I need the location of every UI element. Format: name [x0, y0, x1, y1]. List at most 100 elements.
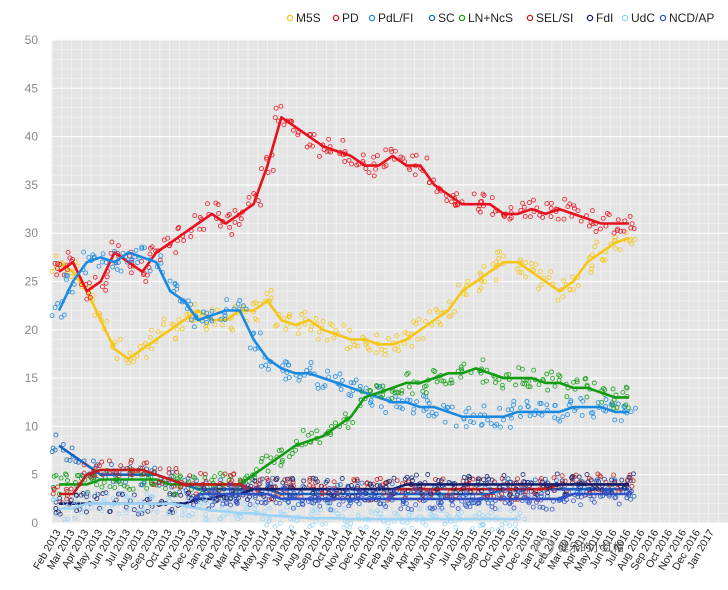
data-point [140, 471, 146, 477]
data-point [623, 402, 629, 408]
data-point [83, 270, 89, 276]
data-point [126, 360, 132, 366]
data-point [300, 502, 306, 508]
data-point [328, 507, 334, 513]
data-point [315, 382, 320, 388]
data-point [49, 268, 55, 274]
data-point [398, 506, 404, 512]
data-point [124, 259, 130, 265]
data-point [616, 501, 622, 507]
data-point [463, 424, 469, 430]
data-point [90, 458, 96, 464]
data-point [608, 402, 614, 408]
legend-item-udc: UdC [621, 11, 655, 25]
data-point [627, 213, 633, 219]
data-point [265, 482, 271, 488]
data-point [455, 511, 461, 517]
data-point [588, 270, 594, 275]
legend-item-ncd-ap: NCD/AP [659, 11, 714, 25]
data-point [569, 474, 575, 479]
y-tick-label: 30 [25, 226, 39, 240]
data-point [518, 490, 524, 496]
data-point [601, 487, 607, 493]
data-point [519, 269, 524, 275]
data-point [244, 496, 250, 502]
data-point [583, 376, 589, 381]
data-point [628, 409, 634, 415]
data-point [589, 266, 595, 272]
data-point [488, 421, 494, 427]
legend-label: M5S [296, 11, 321, 25]
data-point [55, 484, 61, 490]
data-point [602, 387, 608, 393]
data-point [103, 491, 109, 497]
data-point [112, 485, 118, 491]
data-point [188, 486, 194, 492]
data-point [432, 505, 438, 511]
data-point [442, 419, 448, 425]
data-point [76, 500, 82, 506]
data-point [307, 523, 313, 529]
data-point [615, 217, 621, 223]
data-point [325, 368, 330, 374]
data-point [525, 384, 531, 390]
data-point [346, 157, 352, 163]
data-point [425, 506, 430, 512]
data-point [161, 237, 167, 243]
data-point [333, 420, 338, 426]
data-point [286, 314, 292, 320]
data-point [508, 205, 514, 211]
legend-marker [586, 14, 594, 22]
data-point [64, 457, 70, 463]
data-point [377, 501, 383, 507]
data-point [527, 413, 533, 419]
data-point [389, 395, 395, 401]
data-point [411, 406, 417, 412]
data-point [357, 526, 363, 532]
data-point [403, 500, 409, 506]
data-point [154, 509, 160, 515]
data-point [286, 375, 292, 381]
data-point [367, 387, 373, 393]
y-axis: 0 5 10 15 20 25 30 35 40 45 50 [25, 33, 39, 530]
data-point [227, 224, 233, 230]
data-point [149, 494, 155, 500]
data-point [302, 309, 308, 315]
data-point [342, 411, 348, 417]
data-point [175, 476, 181, 482]
trend-line [58, 236, 630, 361]
data-point [299, 312, 305, 317]
data-point [149, 494, 155, 500]
data-point [578, 502, 584, 508]
data-point [103, 280, 109, 286]
data-point [633, 405, 639, 411]
data-point [279, 447, 285, 453]
data-point [64, 267, 70, 273]
data-point [227, 496, 233, 502]
data-point [295, 132, 301, 138]
data-point [394, 512, 400, 517]
data-point [481, 264, 487, 270]
data-point [496, 255, 502, 261]
data-point [328, 492, 334, 498]
data-point [329, 492, 335, 498]
data-point [441, 402, 447, 408]
data-point [570, 287, 576, 293]
data-point [245, 483, 251, 489]
data-point [488, 510, 494, 516]
data-point [422, 384, 427, 390]
series-layer [49, 103, 639, 533]
data-point [552, 402, 558, 408]
data-point [54, 272, 60, 278]
data-point [383, 147, 389, 153]
data-point [448, 377, 454, 383]
data-point [272, 115, 278, 121]
data-point [129, 495, 135, 501]
data-point [310, 475, 316, 481]
data-point [417, 489, 423, 495]
data-point [489, 195, 495, 201]
data-point [385, 526, 391, 532]
data-point [311, 132, 317, 138]
data-point [181, 238, 187, 243]
legend-label: LN+NcS [468, 11, 513, 25]
